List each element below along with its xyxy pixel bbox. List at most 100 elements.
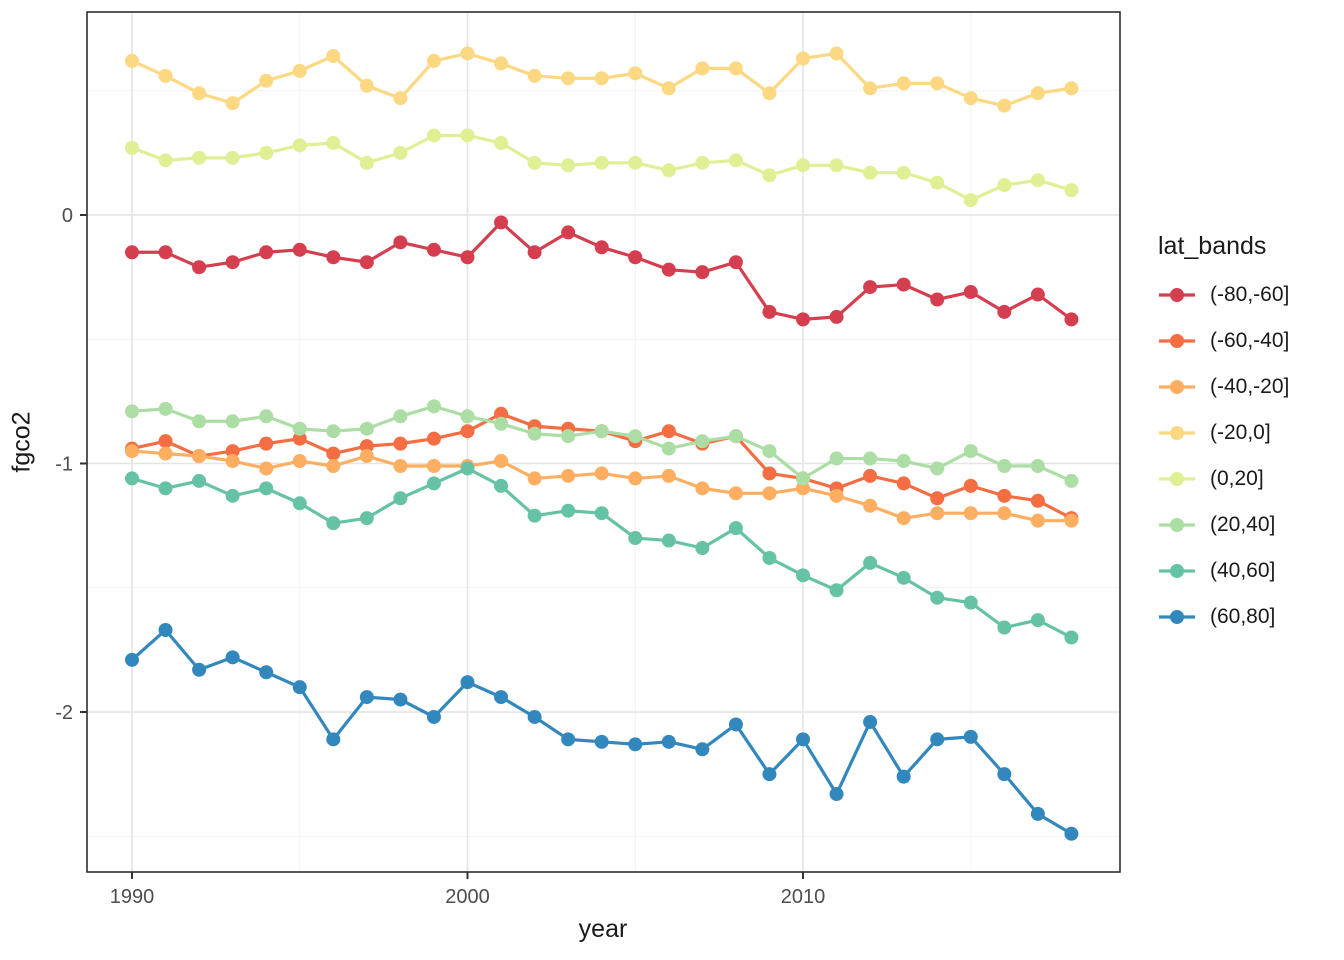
- data-point: [762, 168, 777, 183]
- data-point: [259, 665, 274, 680]
- data-point: [762, 304, 777, 319]
- legend-item-label: (-80,-60]: [1210, 283, 1290, 306]
- data-point: [393, 692, 408, 707]
- data-point: [997, 506, 1012, 521]
- x-tick-label: 2010: [781, 886, 826, 908]
- data-point: [460, 250, 475, 265]
- legend-item-label: (20,40]: [1210, 513, 1276, 536]
- data-point: [997, 458, 1012, 473]
- legend-item: (-20,0]: [1158, 419, 1289, 447]
- data-point: [494, 454, 509, 469]
- data-point: [494, 135, 509, 150]
- legend: lat_bands (-80,-60] (-60,-40] (-40,-20] (-2…: [1158, 232, 1289, 649]
- data-point: [796, 481, 811, 496]
- data-point: [997, 304, 1012, 319]
- data-point: [158, 623, 173, 638]
- legend-item-label: (0,20]: [1210, 467, 1264, 490]
- data-point: [796, 158, 811, 173]
- data-point: [326, 458, 341, 473]
- data-point: [494, 690, 509, 705]
- data-point: [661, 441, 676, 456]
- data-point: [896, 476, 911, 491]
- data-point: [326, 516, 341, 531]
- data-point: [997, 98, 1012, 113]
- data-point: [594, 424, 609, 439]
- data-point: [661, 533, 676, 548]
- legend-item: (-40,-20]: [1158, 373, 1289, 401]
- data-point: [326, 250, 341, 265]
- data-point: [1064, 826, 1079, 841]
- data-point: [628, 737, 643, 752]
- data-point: [158, 153, 173, 168]
- data-point: [494, 416, 509, 431]
- legend-key: [1159, 426, 1195, 440]
- data-point: [393, 235, 408, 250]
- data-point: [225, 96, 240, 111]
- data-point: [494, 406, 509, 421]
- legend-key: [1159, 564, 1195, 578]
- data-point: [259, 145, 274, 160]
- data-point: [494, 56, 509, 71]
- data-point: [393, 491, 408, 506]
- data-point: [829, 451, 844, 466]
- data-point: [359, 511, 374, 526]
- data-point: [661, 262, 676, 277]
- data-point: [393, 458, 408, 473]
- data-point: [460, 461, 475, 476]
- data-point: [728, 429, 743, 444]
- data-point: [1030, 173, 1045, 188]
- data-point: [192, 473, 207, 488]
- data-point: [292, 454, 307, 469]
- data-point: [326, 135, 341, 150]
- legend-key: [1159, 380, 1195, 394]
- legend-items: (-80,-60] (-60,-40] (-40,-20] (-20,0] (0,20]…: [1158, 281, 1289, 631]
- legend-key: [1159, 610, 1195, 624]
- data-point: [695, 265, 710, 280]
- data-point: [695, 481, 710, 496]
- data-point: [628, 471, 643, 486]
- data-point: [158, 401, 173, 416]
- data-point: [1030, 513, 1045, 528]
- legend-key: [1159, 472, 1195, 486]
- legend-key-point: [1170, 288, 1184, 302]
- data-point: [728, 521, 743, 536]
- data-point: [594, 466, 609, 481]
- data-point: [796, 312, 811, 327]
- data-point: [863, 498, 878, 513]
- legend-item: (-80,-60]: [1158, 281, 1289, 309]
- data-point: [829, 46, 844, 61]
- data-point: [728, 61, 743, 76]
- data-point: [963, 478, 978, 493]
- panel-border: [86, 11, 1121, 873]
- data-point: [762, 767, 777, 782]
- data-point: [762, 86, 777, 101]
- data-point: [124, 140, 139, 155]
- data-point: [426, 709, 441, 724]
- data-point: [963, 444, 978, 459]
- data-point: [628, 250, 643, 265]
- data-point: [594, 506, 609, 521]
- data-point: [863, 468, 878, 483]
- data-point: [292, 496, 307, 511]
- data-point: [930, 461, 945, 476]
- data-point: [997, 767, 1012, 782]
- data-point: [426, 476, 441, 491]
- data-point: [225, 444, 240, 459]
- legend-item-label: (-60,-40]: [1210, 329, 1290, 352]
- legend-key-point: [1170, 518, 1184, 532]
- data-point: [594, 155, 609, 170]
- data-point: [426, 242, 441, 257]
- x-axis-title: year: [578, 915, 628, 943]
- data-point: [1030, 806, 1045, 821]
- data-point: [460, 424, 475, 439]
- data-point: [561, 225, 576, 240]
- data-point: [192, 414, 207, 429]
- data-point: [1030, 493, 1045, 508]
- data-point: [963, 506, 978, 521]
- data-point: [225, 650, 240, 665]
- data-point: [1064, 81, 1079, 96]
- data-point: [896, 511, 911, 526]
- data-point: [393, 91, 408, 106]
- data-point: [863, 555, 878, 570]
